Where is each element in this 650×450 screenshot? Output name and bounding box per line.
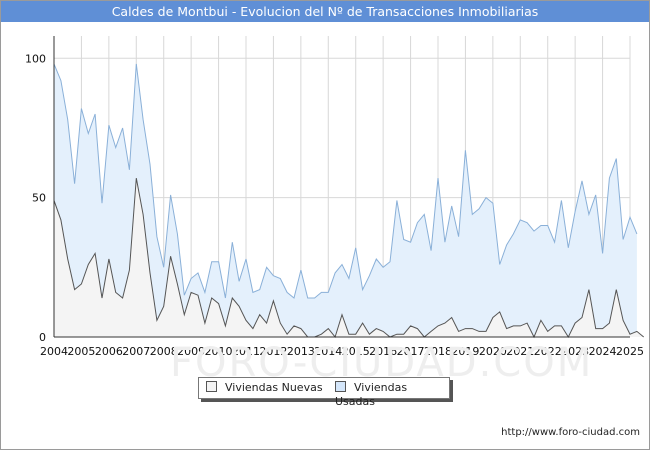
x-tick-label: 2022	[534, 345, 562, 358]
y-tick-label: 0	[39, 331, 46, 344]
x-tick-label: 2014	[314, 345, 342, 358]
x-tick-label: 2016	[369, 345, 397, 358]
x-tick-label: 2009	[177, 345, 205, 358]
legend-swatch-nuevas	[206, 381, 217, 392]
legend-label-usadas: Viviendas Usadas	[335, 381, 408, 408]
chart-title: Caldes de Montbui - Evolucion del Nº de …	[1, 1, 649, 22]
chart-legend: Viviendas Nuevas Viviendas Usadas	[198, 377, 450, 408]
legend-label-nuevas: Viviendas Nuevas	[225, 381, 323, 394]
x-tick-label: 2011	[232, 345, 260, 358]
x-tick-label: 2025	[616, 345, 644, 358]
x-tick-label: 2005	[67, 345, 95, 358]
axes	[53, 36, 630, 338]
x-tick-label: 2018	[424, 345, 452, 358]
y-tick-label: 100	[25, 52, 46, 65]
series-areas	[53, 63, 645, 339]
y-tick-label: 50	[32, 192, 46, 205]
area-viviendas-nuevas	[54, 178, 644, 337]
line-viviendas-nuevas	[53, 178, 645, 339]
x-tick-label: 2019	[451, 345, 479, 358]
x-tick-label: 2010	[205, 345, 233, 358]
area-viviendas-usadas	[54, 63, 637, 338]
x-tick-label: 2006	[95, 345, 123, 358]
legend-item-usadas: Viviendas Usadas	[335, 381, 449, 408]
x-tick-label: 2024	[589, 345, 617, 358]
x-tick-label: 2004	[40, 345, 68, 358]
legend-swatch-usadas	[335, 381, 346, 392]
x-tick-label: 2007	[122, 345, 150, 358]
x-tick-label: 2017	[397, 345, 425, 358]
source-link[interactable]: http://www.foro-ciudad.com	[501, 427, 640, 438]
tick-labels: 2004 2005 2006 2007 2008 2009 2010 2011 2012 2013…	[25, 52, 644, 358]
x-tick-label: 2015	[342, 345, 370, 358]
line-viviendas-usadas	[53, 63, 638, 299]
x-tick-label: 2021	[506, 345, 534, 358]
x-tick-label: 2013	[287, 345, 315, 358]
x-tick-label: 2012	[259, 345, 287, 358]
x-tick-label: 2020	[479, 345, 507, 358]
legend-item-nuevas: Viviendas Nuevas	[206, 381, 323, 395]
x-tick-label: 2023	[561, 345, 589, 358]
x-tick-label: 2008	[150, 345, 178, 358]
